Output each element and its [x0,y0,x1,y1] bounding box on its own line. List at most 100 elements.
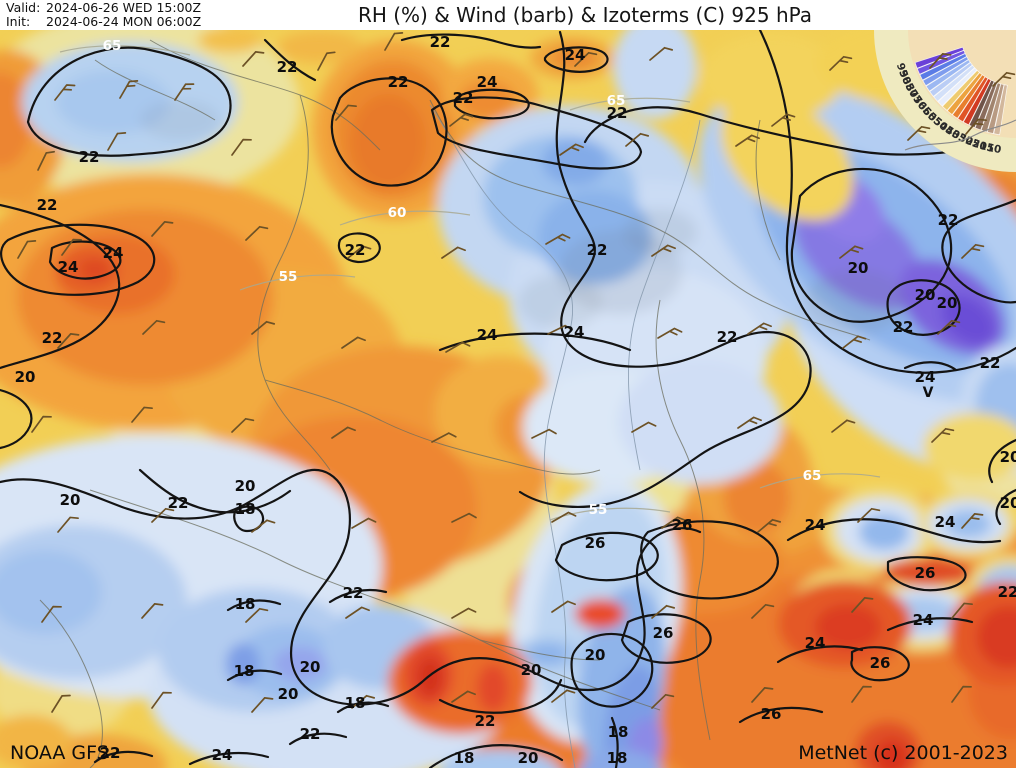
wind-barb [559,143,584,156]
isotherm-label: 22 [475,712,496,730]
isotherm-label: 20 [235,477,256,495]
isotherm-label: 22 [100,744,121,762]
wind-barb [345,606,370,619]
isotherm-label: 20 [278,685,299,703]
wind-barb [551,511,577,523]
wind-barb [119,80,139,99]
wind-barb [751,687,774,703]
wind-barb [37,150,55,171]
isotherm-label: 22 [587,241,608,259]
wind-barb [831,419,856,433]
valid-value: 2024-06-26 WED 15:00Z [46,0,202,15]
wind-barb [151,507,175,523]
isotherm-label: 18 [608,723,629,741]
wind-barb [631,421,657,433]
wind-barb [951,685,972,703]
rh-contour-label: 65 [607,93,626,109]
wind-barb [907,125,931,141]
isotherm-label: 20 [937,294,958,312]
wind-barb [771,113,796,127]
isotherm-label: 22 [717,328,738,346]
wind-barb [231,417,255,433]
legend-wedge [937,67,978,107]
wind-barb [992,71,1016,87]
legend-tick-label: 30 [956,132,974,149]
legend-wedge [942,69,981,111]
isotherm-label: 24 [913,611,934,629]
isotherm-label: 22 [168,494,189,512]
wind-barb [839,245,864,259]
wind-barb [751,603,775,619]
wind-barb [657,327,683,339]
wind-barb [551,600,576,613]
wind-barb [829,55,853,71]
isotherm-label: 20 [15,368,36,386]
wind-barb [851,685,872,703]
isotherm-label: 24 [212,746,233,764]
wind-barb [747,322,772,335]
isotherm-label: 24 [58,258,79,276]
wind-barb [951,602,973,619]
isotherm-label: 22 [938,211,959,229]
calm-wind-marker: V [923,385,934,401]
wind-barb [965,118,987,135]
legend-wedge [968,79,995,129]
wind-barb [929,53,952,69]
isotherm-label: 22 [430,33,451,51]
wind-barb [451,512,477,523]
wind-barb [351,517,377,529]
isotherm-label: 24 [935,513,956,531]
wind-barb [449,113,474,127]
rh-contour-label: 65 [103,38,122,54]
legend-wedge [993,84,1008,136]
legend-wedge [925,59,971,92]
valid-label: Valid: [6,0,41,15]
wind-barb [317,51,336,71]
wind-barb [937,319,961,335]
isotherm-label: 24 [477,73,498,91]
wind-barb [242,51,265,67]
run-times: Valid: 2024-06-26 WED 15:00Z Init: 2024-06… [6,1,201,29]
wind-barb [661,516,686,529]
wind-barb [331,426,356,439]
isotherm-label: 18 [607,749,628,767]
wind-barb [531,428,557,439]
wind-barb [131,406,153,423]
model-source-text: NOAA GFS [10,742,109,764]
isotherm-label: 22 [893,318,914,336]
wind-barb [451,607,477,619]
wind-barb [17,240,37,259]
wind-barb [141,603,164,619]
isotherm-label: 18 [234,662,255,680]
isotherm-label: 24 [564,323,585,341]
rh-contour-label: 60 [388,205,407,221]
isotherm-label: 20 [1000,448,1016,466]
wind-barb [54,84,76,101]
credit-text: MetNet (c) 2001-2023 [798,742,1008,764]
wind-barb [931,427,955,443]
wind-barb [649,46,674,61]
legend-wedge [919,53,968,81]
isotherm-label: 26 [653,624,674,642]
wind-barb [61,238,82,256]
wind-barb [341,336,366,349]
wind-barb [651,693,675,709]
wind-barb [151,221,174,237]
wind-barb [31,415,52,433]
wind-barb [41,605,62,623]
isotherm-label: 22 [998,583,1016,601]
isotherm-label: 22 [980,354,1001,372]
wind-barb [431,432,457,443]
isotherm-label: 20 [300,658,321,676]
legend-wedge [962,78,992,126]
isotherm-label: 24 [565,46,586,64]
isotherm-label: 20 [1000,494,1016,512]
wind-barb [547,324,573,335]
wind-barb [574,51,598,67]
river-lines [429,104,701,768]
wind-barb [245,607,269,623]
wind-barb [107,132,127,151]
